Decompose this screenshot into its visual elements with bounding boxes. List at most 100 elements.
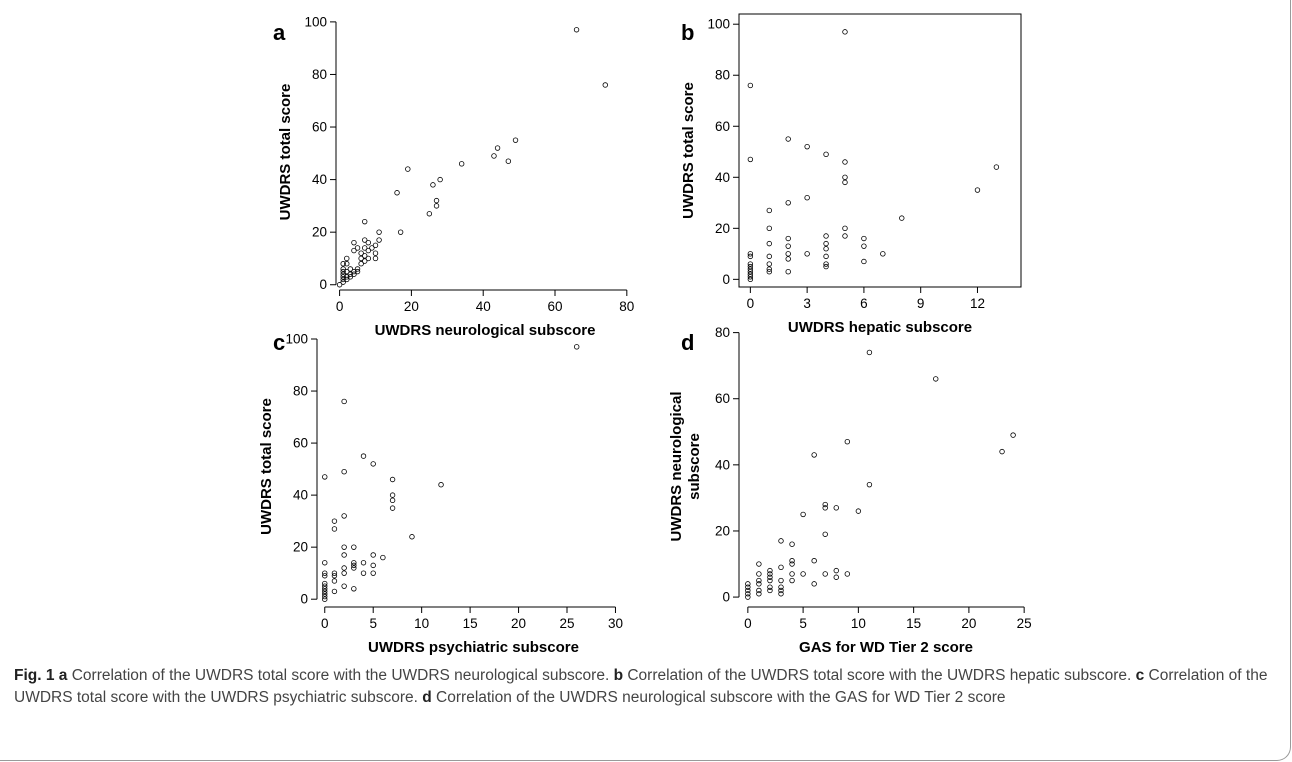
- data-point: [370, 570, 376, 576]
- data-point: [347, 271, 354, 277]
- data-point: [844, 439, 851, 445]
- data-point: [745, 584, 751, 590]
- data-point: [351, 239, 357, 246]
- data-point: [778, 564, 784, 571]
- data-point: [778, 584, 784, 590]
- data-point: [362, 245, 368, 251]
- data-point: [351, 544, 357, 550]
- data-point: [602, 82, 608, 88]
- data-point: [747, 251, 754, 257]
- x-tick-label: 3: [803, 296, 811, 311]
- panel-letter-c: c: [273, 330, 285, 355]
- data-point: [789, 577, 795, 584]
- caption-letter-a: a: [58, 667, 68, 684]
- data-point: [360, 560, 367, 566]
- caption-fig-label: Fig. 1: [14, 667, 55, 684]
- data-point: [365, 247, 372, 254]
- x-tick-label: 0: [744, 616, 752, 631]
- x-tick-label: 6: [860, 296, 868, 311]
- data-point: [376, 229, 382, 235]
- data-point: [351, 247, 357, 254]
- panel-b: b 0 20 40 60 80 100 0 3 6 9 12 UWDRS hepatic subscor…: [680, 13, 1022, 336]
- data-point: [833, 567, 839, 574]
- x-tick-label: 0: [321, 616, 329, 631]
- data-point: [785, 256, 791, 262]
- data-point: [999, 448, 1005, 455]
- y-tick-label: 40: [293, 488, 308, 503]
- data-point: [380, 554, 386, 561]
- data-point: [341, 583, 347, 589]
- x-tick-label: 0: [747, 296, 755, 311]
- x-tick-label: 40: [476, 299, 491, 314]
- data-point: [778, 591, 784, 597]
- data-point: [340, 266, 346, 272]
- data-point: [747, 276, 754, 283]
- data-point: [354, 268, 361, 275]
- data-point: [804, 251, 810, 257]
- data-point: [785, 268, 791, 275]
- data-point: [358, 250, 364, 256]
- y-tick-label: 80: [715, 325, 730, 340]
- data-point: [804, 195, 810, 201]
- data-point: [376, 237, 382, 243]
- y-tick-label: 20: [312, 225, 327, 240]
- y-axis-label: UWDRS total score: [680, 82, 697, 219]
- x-axis-label: UWDRS psychiatric subscore: [368, 639, 579, 656]
- data-point: [823, 261, 829, 267]
- y-tick-label: 80: [312, 67, 327, 82]
- data-point: [351, 268, 357, 275]
- caption-letter-b: b: [613, 667, 624, 684]
- data-point: [785, 136, 791, 142]
- y-tick-label: 0: [319, 277, 327, 292]
- data-point: [785, 200, 791, 206]
- data-point: [800, 511, 806, 518]
- plot-frame: [738, 13, 1022, 288]
- data-point: [747, 274, 754, 280]
- data-point: [322, 474, 328, 480]
- data-point: [822, 531, 828, 537]
- data-point: [372, 242, 379, 249]
- data-point: [866, 349, 873, 356]
- data-point: [789, 558, 795, 564]
- data-point: [372, 250, 379, 256]
- panel-d: d 0 20 40 60 80 0 5 10 15 20 25 GAS for WD Tier 2 sc…: [668, 325, 1032, 656]
- data-point: [747, 261, 754, 267]
- data-point: [340, 271, 346, 277]
- data-point: [842, 159, 848, 165]
- data-point: [389, 492, 396, 498]
- data-point: [766, 266, 772, 272]
- y-tick-label: 60: [293, 436, 308, 451]
- data-point: [789, 561, 795, 567]
- data-point: [789, 541, 795, 547]
- data-point: [785, 251, 791, 257]
- data-point: [573, 27, 580, 33]
- data-point: [766, 240, 772, 247]
- data-point: [823, 246, 829, 252]
- x-tick-label: 30: [608, 616, 623, 631]
- y-tick-label: 0: [300, 592, 308, 607]
- y-tick-label: 100: [304, 14, 327, 29]
- data-point: [358, 255, 364, 262]
- data-point: [322, 596, 328, 602]
- data-point: [341, 513, 347, 519]
- data-point: [344, 261, 350, 267]
- data-point: [438, 482, 444, 488]
- x-tick-label: 25: [1017, 616, 1032, 631]
- x-tick-label: 20: [511, 616, 526, 631]
- data-point: [344, 274, 350, 280]
- panel-letter-d: d: [681, 330, 694, 355]
- data-point: [331, 588, 338, 595]
- data-point: [804, 143, 810, 150]
- data-point: [822, 571, 828, 577]
- data-point: [767, 571, 773, 577]
- data-point: [340, 268, 346, 275]
- data-point: [322, 570, 328, 576]
- x-tick-label: 20: [961, 616, 976, 631]
- data-point: [767, 587, 773, 594]
- data-point: [756, 577, 762, 584]
- y-tick-label: 20: [715, 523, 730, 538]
- data-point: [861, 258, 867, 265]
- data-point: [340, 279, 346, 285]
- data-point: [789, 571, 795, 577]
